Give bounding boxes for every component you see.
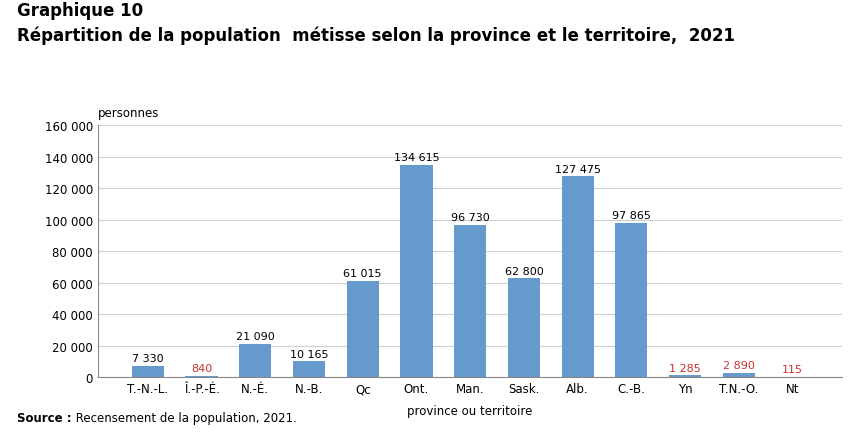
Bar — [132, 366, 164, 378]
Text: 840: 840 — [191, 363, 212, 373]
Text: Source :: Source : — [17, 411, 71, 424]
Bar — [722, 373, 755, 378]
X-axis label: province ou territoire: province ou territoire — [408, 404, 533, 417]
Text: Répartition de la population  métisse selon la province et le territoire,  2021: Répartition de la population métisse sel… — [17, 26, 735, 45]
Text: 97 865: 97 865 — [612, 211, 651, 221]
Text: 96 730: 96 730 — [451, 213, 489, 223]
Bar — [400, 166, 432, 378]
Text: personnes: personnes — [98, 106, 159, 119]
Text: 61 015: 61 015 — [344, 269, 382, 279]
Text: 62 800: 62 800 — [505, 266, 543, 276]
Text: 10 165: 10 165 — [289, 349, 328, 359]
Bar — [562, 177, 594, 378]
Bar — [615, 224, 648, 378]
Text: 2 890: 2 890 — [722, 360, 755, 370]
Text: 115: 115 — [782, 365, 803, 375]
Text: 134 615: 134 615 — [394, 153, 439, 163]
Bar — [508, 279, 540, 378]
Text: 21 090: 21 090 — [236, 332, 275, 342]
Text: 1 285: 1 285 — [669, 363, 701, 373]
Bar — [186, 376, 218, 378]
Text: 7 330: 7 330 — [132, 353, 163, 363]
Bar — [669, 375, 701, 378]
Text: Graphique 10: Graphique 10 — [17, 2, 143, 20]
Bar — [293, 362, 325, 378]
Text: 127 475: 127 475 — [555, 164, 601, 174]
Text: Recensement de la population, 2021.: Recensement de la population, 2021. — [72, 411, 297, 424]
Bar — [346, 282, 379, 378]
Bar — [454, 225, 486, 378]
Bar — [239, 345, 271, 378]
